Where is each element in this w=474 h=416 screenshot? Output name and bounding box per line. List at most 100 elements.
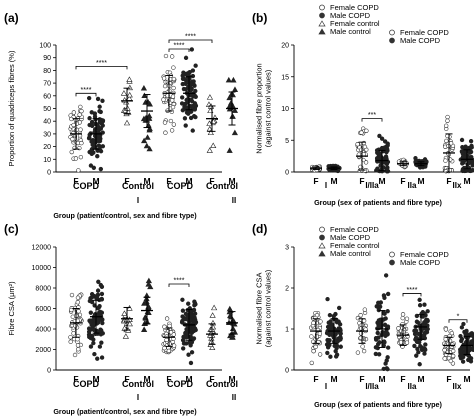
x-sublabel-2-6: F — [209, 374, 214, 384]
data-point-0-3-4 — [144, 134, 151, 140]
data-point-3-6-12 — [443, 337, 448, 342]
data-point-2-0-42 — [76, 309, 81, 314]
data-point-2-4-39 — [166, 348, 172, 354]
x-sublabel-3-1: M — [330, 374, 337, 384]
data-point-3-3-30 — [385, 291, 391, 297]
data-point-0-2-8 — [126, 76, 133, 82]
data-point-2-5-19 — [186, 301, 191, 306]
x-sublabel-2-1: M — [92, 374, 99, 384]
legend-marker-0-2 — [318, 20, 326, 27]
data-point-0-6-12 — [206, 94, 214, 100]
panel-label-3: (d) — [252, 222, 267, 236]
data-point-0-5-2 — [183, 55, 189, 61]
data-point-2-6-7 — [209, 344, 216, 351]
data-point-2-3-3 — [141, 326, 148, 332]
legend-marker-0-0 — [319, 4, 325, 11]
data-point-2-1-42 — [91, 340, 96, 346]
data-point-0-0-28 — [69, 149, 74, 155]
data-point-2-4-49 — [171, 343, 177, 348]
data-point-0-7-14 — [231, 86, 239, 92]
data-point-0-5-61 — [189, 97, 194, 103]
x-sublabel-2-2: F — [124, 374, 129, 384]
significance-bracket-1-0 — [361, 118, 383, 122]
data-point-3-3-25 — [385, 345, 391, 350]
x-sublabel-2-5: M — [185, 374, 192, 384]
data-point-2-0-44 — [68, 339, 73, 344]
data-point-3-1-67 — [338, 337, 343, 342]
data-point-3-0-37 — [317, 352, 323, 357]
data-point-3-5-62 — [417, 362, 422, 367]
data-point-0-5-66 — [190, 68, 196, 73]
data-point-0-0-45 — [71, 110, 77, 115]
data-point-1-3-45 — [379, 136, 385, 141]
data-point-0-4-43 — [170, 94, 176, 99]
data-point-0-0-29 — [77, 112, 82, 117]
legend-marker-0-3 — [318, 28, 326, 35]
data-point-3-0-27 — [311, 348, 316, 354]
x-sublabel-0-2: F — [124, 176, 129, 186]
data-point-0-4-6 — [163, 53, 169, 59]
legend-label-2-0: Female COPD — [330, 225, 379, 234]
group-label-2-0: COPD — [73, 379, 100, 389]
data-point-2-6-10 — [209, 312, 216, 318]
data-point-3-1-11 — [325, 350, 330, 356]
data-point-2-2-12 — [121, 310, 128, 316]
data-point-2-1-35 — [88, 319, 93, 325]
data-point-3-1-65 — [326, 340, 331, 345]
y-tick-label-0-1: 10 — [43, 157, 51, 164]
data-point-2-1-68 — [94, 294, 100, 299]
data-point-2-0-4 — [68, 335, 73, 340]
data-point-3-5-65 — [416, 331, 422, 337]
x-sublabel-3-2: F — [359, 374, 364, 384]
data-point-3-5-64 — [412, 343, 417, 349]
legend-label-3-1: Male COPD — [400, 258, 441, 267]
x-axis-label-1: Group (sex of patients and fibre type) — [314, 198, 442, 207]
data-point-0-4-20 — [171, 65, 176, 70]
y-axis-label-1-0: Normalised fibre proportion — [255, 63, 264, 153]
data-point-1-6-32 — [447, 167, 452, 173]
fibre-label-3-2: IIa — [408, 382, 417, 391]
y-tick-label-2-1: 2000 — [35, 347, 51, 354]
data-point-3-2-22 — [361, 318, 367, 323]
legend-label-2-1: Male COPD — [330, 233, 371, 242]
data-point-0-1-79 — [97, 119, 103, 125]
data-point-3-1-19 — [328, 354, 333, 359]
data-point-2-1-46 — [99, 291, 105, 297]
legend-marker-2-0 — [319, 226, 325, 233]
data-point-2-5-77 — [191, 319, 196, 324]
data-point-2-7-16 — [231, 320, 238, 327]
data-point-0-3-16 — [146, 115, 153, 121]
group-label-0-1: Control — [122, 181, 154, 191]
legend-marker-3-0 — [389, 251, 395, 258]
y-tick-label-3-0: 0 — [285, 368, 289, 375]
data-point-0-1-37 — [100, 98, 105, 103]
data-point-2-5-64 — [187, 340, 192, 345]
data-point-2-5-37 — [180, 314, 185, 319]
legend-label-2-3: Male control — [330, 249, 371, 258]
data-point-2-0-17 — [76, 347, 81, 352]
data-point-3-3-35 — [373, 345, 379, 350]
data-point-3-1-14 — [338, 344, 343, 349]
y-axis-label-3-1: (against control values) — [264, 269, 273, 347]
significance-bracket-3-1 — [448, 319, 468, 323]
data-point-3-3-23 — [378, 300, 383, 305]
data-point-3-5-31 — [415, 320, 421, 325]
x-axis-label-2: Group (patient/control, sex and fibre ty… — [53, 407, 197, 416]
y-tick-label-1-0: 0 — [285, 170, 289, 177]
data-point-1-7-50 — [459, 149, 465, 154]
data-point-3-6-26 — [451, 348, 456, 354]
y-tick-label-2-4: 8000 — [35, 286, 51, 293]
data-point-2-1-38 — [99, 340, 104, 345]
data-point-3-3-59 — [375, 341, 381, 347]
y-tick-label-0-0: 0 — [47, 170, 51, 177]
data-point-2-3-11 — [145, 277, 152, 284]
y-tick-label-3-2: 2 — [285, 286, 289, 293]
data-point-1-3-44 — [385, 141, 390, 146]
data-point-3-2-16 — [355, 350, 361, 355]
significance-bracket-0-0 — [75, 92, 97, 97]
data-point-2-4-46 — [167, 323, 172, 329]
data-point-2-1-67 — [99, 284, 105, 289]
significance-bracket-0-2 — [168, 48, 190, 52]
data-point-2-5-73 — [187, 326, 192, 331]
